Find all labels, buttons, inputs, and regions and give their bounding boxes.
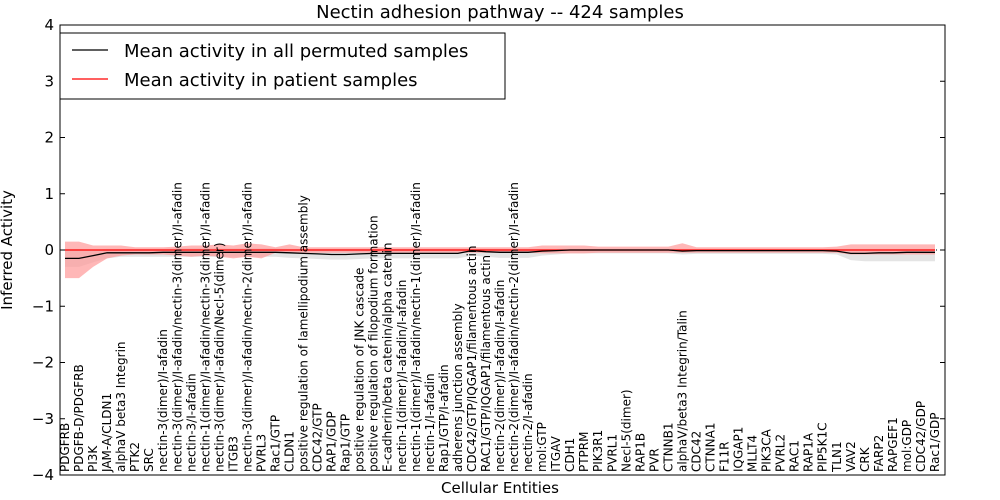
- x-tick-label: PI3K: [86, 445, 100, 472]
- x-tick-label: RAC1: [788, 440, 802, 472]
- x-tick-label: E-cadherin/beta catenin/alpha catenin: [381, 242, 395, 472]
- x-tick-label: ITGB3: [226, 436, 240, 472]
- x-tick-label: Rac1/GDP: [928, 413, 942, 472]
- x-tick-label: Rap1/GTP/I-afadin: [437, 364, 451, 472]
- x-tick-label: mol:GTP: [535, 422, 549, 472]
- y-axis-label: Inferred Activity: [0, 190, 16, 310]
- x-tick-label: PIK3CA: [760, 428, 774, 472]
- y-tick-label: −2: [32, 354, 54, 372]
- x-tick-label: RAP1A: [802, 432, 816, 472]
- x-tick-label: nectin-1(dimer)/I-afadin/I-afadin: [395, 280, 409, 472]
- x-tick-label: alphaV beta3 Integrin: [114, 341, 128, 472]
- x-tick-label: SRC: [142, 448, 156, 472]
- x-tick-label: CDC42/GTP/IQGAP1/filamentous actin: [465, 246, 479, 472]
- x-tick-label: PVRL2: [774, 434, 788, 472]
- legend-label: Mean activity in patient samples: [124, 70, 418, 91]
- x-tick-label: nectin-3(dimer)/I-afadin/Necl-5(dimer): [212, 242, 226, 472]
- x-tick-label: ITGAV: [549, 435, 563, 472]
- x-tick-label: PVRL1: [605, 434, 619, 472]
- y-tick-label: 1: [44, 185, 54, 203]
- x-tick-label: Rac1/GTP: [268, 415, 282, 472]
- x-tick-label: nectin-3(dimer)/I-afadin/nectin-2(dimer)…: [240, 182, 254, 472]
- x-tick-label: CDC42/GDP: [914, 401, 928, 472]
- x-tick-label: positive regulation of lamellipodium ass…: [297, 195, 311, 472]
- x-tick-label: nectin-2/I-afadin: [521, 373, 535, 472]
- x-tick-label: PIK3R1: [591, 430, 605, 472]
- x-tick-label: VAV2: [844, 441, 858, 472]
- x-tick-label: PIP5K1C: [816, 422, 830, 472]
- legend-box: [59, 32, 506, 100]
- x-tick-label: alphaV/beta3 Integrin/Talin: [675, 310, 689, 472]
- y-tick-label: 3: [44, 72, 54, 90]
- x-tick-label: IQGAP1: [732, 427, 746, 472]
- x-tick-label: CTNNB1: [661, 422, 675, 472]
- permuted-samples-line: [65, 249, 935, 260]
- patient-samples-band: [65, 241, 935, 279]
- x-tick-label: RAC1/GTP/IQGAP1/filamentous actin: [479, 255, 493, 472]
- x-tick-label: nectin-2(dimer)/I-afadin/I-afadin: [493, 280, 507, 472]
- x-tick-label: CTNNA1: [703, 422, 717, 472]
- x-tick-label: positive regulation of JNK cascade: [353, 268, 367, 472]
- y-tick-label: 2: [44, 129, 54, 147]
- x-tick-label: Necl-5(dimer): [619, 389, 633, 472]
- x-tick-label: nectin-3/I-afadin: [184, 373, 198, 472]
- x-tick-label: MLLT4: [746, 435, 760, 472]
- y-tick-label: 4: [44, 16, 54, 34]
- x-tick-label: adherens junction assembly: [451, 303, 465, 472]
- legend: Mean activity in all permuted samples Mea…: [59, 32, 506, 100]
- x-tick-label: RAPGEF1: [886, 417, 900, 472]
- x-tick-label: positive regulation of filopodium format…: [367, 215, 381, 472]
- x-tick-label: CRK: [858, 446, 872, 472]
- x-tick-label: PTK2: [128, 442, 142, 472]
- x-tick-label: nectin-2(dimer)/I-afadin/nectin-2(dimer)…: [507, 182, 521, 472]
- x-tick-label: nectin-3(dimer)/I-afadin: [156, 329, 170, 472]
- x-tick-label: FARP2: [872, 435, 886, 472]
- legend-label: Mean activity in all permuted samples: [124, 41, 468, 62]
- x-tick-label: PDGFB-D/PDGFRB: [72, 364, 86, 472]
- x-tick-label: CDC42: [689, 431, 703, 472]
- y-tick-label: −4: [32, 466, 54, 484]
- x-tick-label: PVRL3: [254, 434, 268, 472]
- x-axis-label: Cellular Entities: [441, 479, 559, 497]
- x-tick-label: CLDN1: [283, 431, 297, 472]
- x-tick-label: nectin-1(dimer)/I-afadin/nectin-1(dimer)…: [409, 182, 423, 472]
- x-tick-label: CDC42/GTP: [311, 403, 325, 472]
- x-tick-label: mol:GDP: [900, 420, 914, 472]
- y-tick-label: 0: [44, 241, 54, 259]
- x-tick-label: TLN1: [830, 441, 844, 473]
- x-tick-label: JAM-A/CLDN1: [100, 393, 114, 473]
- y-tick-label: −1: [32, 297, 54, 315]
- y-tick-label: −3: [32, 410, 54, 428]
- chart-title: Nectin adhesion pathway -- 424 samples: [316, 2, 684, 23]
- x-tick-label: F11R: [718, 441, 732, 472]
- x-tick-label: CDH1: [563, 438, 577, 472]
- x-tick-label: Rap1/GTP: [339, 414, 353, 472]
- x-tick-label: PTPRM: [577, 432, 591, 473]
- x-tick-label: nectin-1/I-afadin: [423, 373, 437, 472]
- x-tick-label: PVR: [647, 448, 661, 472]
- x-tick-label: RAP1/GDP: [325, 411, 339, 472]
- x-tick-label: nectin-1(dimer)/I-afadin/nectin-3(dimer)…: [198, 182, 212, 472]
- x-tick-label: PDGFRB: [58, 423, 72, 472]
- x-tick-label: nectin-3(dimer)/I-afadin/nectin-3(dimer)…: [170, 182, 184, 472]
- plot-area: PDGFRB PDGFB-D/PDGFRB PI3K JAM-A/CLDN1 alpha…: [32, 16, 946, 484]
- x-tick-label: RAP1B: [633, 433, 647, 472]
